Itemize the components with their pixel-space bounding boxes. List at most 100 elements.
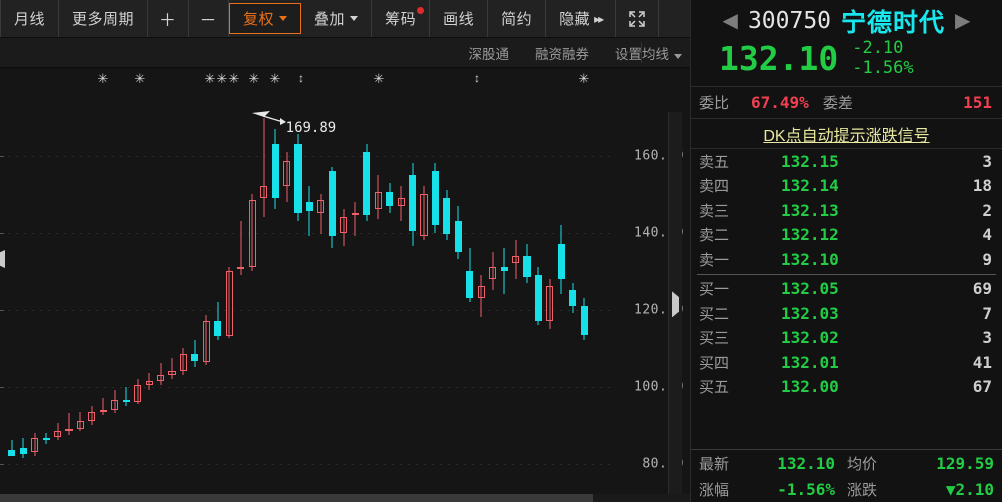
panel-resize-grip-icon[interactable] [0, 250, 5, 268]
candle-body [42, 438, 50, 441]
chart-gridline [0, 232, 612, 234]
candle-body [19, 448, 27, 454]
toolbar-button-chips-distribution[interactable]: 筹码 [372, 0, 431, 37]
toolbar-button-more-periods[interactable]: 更多周期 [59, 0, 149, 37]
candlestick [248, 94, 256, 502]
signal-arrow-marker: ↕ [474, 71, 480, 85]
ratio-diff-value: 151 [963, 93, 992, 113]
candle-wick [251, 194, 253, 272]
candlestick [420, 94, 428, 502]
toolbar-button-zoom-in[interactable]: ＋ [148, 0, 189, 37]
signal-star-marker: ✳ [248, 71, 260, 86]
candle-body [569, 290, 577, 306]
candle-body [317, 199, 325, 214]
candle-body [351, 213, 359, 216]
splitter-grip-icon[interactable] [672, 291, 679, 318]
dk-signal-banner[interactable]: DK点自动提示涨跌信号 [691, 119, 1002, 150]
toolbar-button-fullscreen-icon[interactable] [616, 0, 660, 37]
signal-arrow-marker: ↕ [298, 71, 304, 85]
scrollbar-thumb[interactable] [0, 494, 594, 502]
candlestick [386, 94, 394, 502]
bid-row[interactable]: 买四 132.01 41 [691, 350, 1002, 375]
candle-body [157, 374, 165, 381]
candle-wick [217, 301, 219, 341]
ask-row[interactable]: 卖五 132.15 3 [691, 149, 1002, 174]
chart-gridline [0, 463, 612, 465]
candle-wick [343, 209, 345, 247]
candlestick [569, 94, 577, 502]
toolbar2-set-moving-average[interactable]: 设置均线 [615, 43, 682, 63]
candlestick [191, 94, 199, 502]
bid-price: 132.02 [781, 328, 839, 348]
ask-volume: 4 [982, 225, 992, 245]
toolbar-button-label: 简约 [501, 11, 533, 28]
chart-horizontal-scrollbar[interactable] [0, 494, 690, 502]
toolbar-button-simple-mode[interactable]: 简约 [488, 0, 547, 37]
candlestick [53, 94, 62, 502]
toolbar-separator [641, 42, 642, 63]
ask-row[interactable]: 卖四 132.14 18 [691, 174, 1002, 199]
bid-label: 买一 [699, 281, 730, 299]
candle-body [328, 170, 336, 237]
candle-wick [308, 186, 310, 237]
chart-vertical-splitter[interactable] [668, 112, 682, 502]
ask-label: 卖二 [699, 227, 730, 245]
toolbar-button-adjust-price[interactable]: 复权 [229, 3, 302, 34]
candle-body [53, 430, 62, 437]
toolbar-button-hide-panel[interactable]: 隐藏 ▸▸ [546, 0, 617, 37]
ask-label: 卖五 [699, 153, 730, 171]
candle-body [580, 305, 588, 335]
candlestick [512, 94, 520, 502]
ask-volume: 2 [982, 200, 992, 220]
candle-body [99, 409, 107, 412]
ratio-label: 委比 [699, 95, 730, 113]
toolbar-button-draw-line[interactable]: 画线 [430, 0, 489, 37]
candlestick [408, 94, 417, 502]
candlestick [260, 94, 268, 502]
candle-body [134, 384, 142, 402]
bid-row[interactable]: 买一 132.05 69 [691, 277, 1002, 302]
bid-row[interactable]: 买五 132.00 67 [691, 375, 1002, 400]
dk-signal-link[interactable]: DK点自动提示涨跌信号 [763, 127, 930, 145]
toolbar2-shenzhen-connect[interactable]: 深股通 [469, 43, 510, 63]
candle-body [386, 192, 394, 206]
ask-row[interactable]: 卖三 132.13 2 [691, 198, 1002, 223]
toolbar-button-zoom-out[interactable]: － [189, 0, 230, 37]
prev-stock-icon[interactable]: ◀ [722, 10, 738, 32]
bid-price: 132.00 [781, 377, 839, 397]
ask-row[interactable]: 卖二 132.12 4 [691, 223, 1002, 248]
candle-wick [377, 174, 379, 220]
summary-label-1: 最新 [699, 455, 730, 473]
candlestick [523, 94, 531, 502]
bid-row[interactable]: 买三 132.02 3 [691, 326, 1002, 351]
last-price: 132.10 [719, 38, 839, 78]
peak-price-annotation: 169.89 [285, 119, 337, 136]
chart-plot-area[interactable]: 160.00 140.00 120.00 100.00 80.00 169.89 [0, 94, 690, 502]
bid-label: 买三 [699, 330, 730, 348]
toolbar-button-period-month[interactable]: 月线 [0, 0, 60, 37]
bid-volume: 41 [972, 352, 992, 372]
signal-star-marker: ✳ [269, 71, 281, 86]
summary-label-1: 涨幅 [699, 481, 730, 499]
candle-body [260, 186, 268, 198]
bid-row[interactable]: 买二 132.03 7 [691, 301, 1002, 326]
chart-toolbar-secondary: 深股通 融资融券 设置均线 [0, 38, 690, 68]
candlestick-chart[interactable]: ✳ ✳ ✳ ✳ ✳ ✳ ✳ ↕ ✳ ↕ ✳ 160.00 140.00 120.00 100.00 80.0… [0, 68, 690, 502]
next-stock-icon[interactable]: ▶ [955, 10, 971, 32]
chart-toolbar: 月线 更多周期＋－ 复权 叠加 筹码 画线 简约 隐藏 ▸▸ [0, 0, 690, 38]
candle-wick [45, 432, 47, 445]
toolbar-button-label: 复权 [243, 11, 275, 28]
toolbar2-margin-trading[interactable]: 融资融券 [535, 43, 589, 63]
axis-tick [0, 386, 4, 388]
signal-star-marker: ✳ [216, 71, 228, 86]
summary-value-2: 129.59 [936, 453, 994, 473]
candlestick [477, 94, 485, 502]
ask-row[interactable]: 卖一 132.10 9 [691, 247, 1002, 272]
stock-name: 宁德时代 [841, 9, 946, 37]
candlestick [363, 94, 371, 502]
candle-wick [182, 348, 184, 375]
toolbar-button-overlay[interactable]: 叠加 [301, 0, 373, 37]
candlestick [282, 94, 291, 502]
candle-wick [423, 186, 425, 241]
